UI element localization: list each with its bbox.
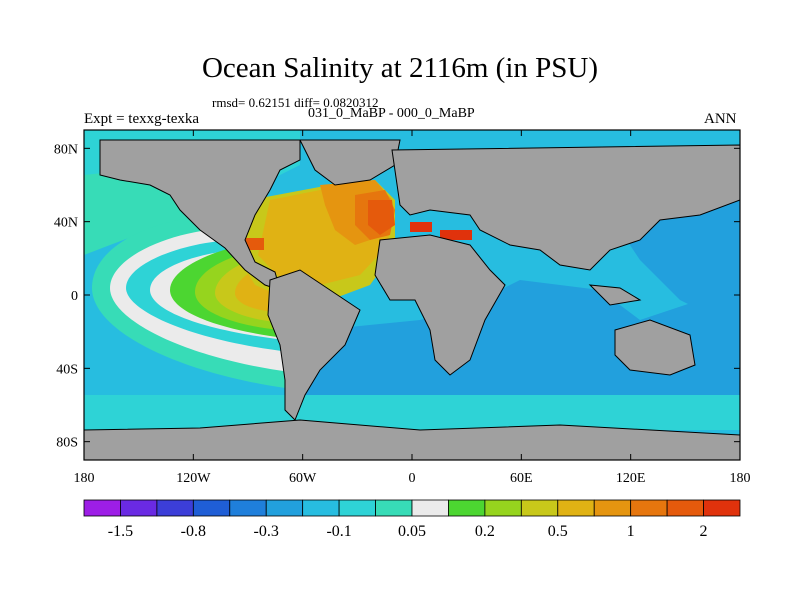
colorbar-label: -1.5 — [108, 523, 133, 540]
atlantic-red — [368, 200, 395, 235]
colorbar-label: 0.2 — [475, 523, 495, 540]
colorbar-swatch — [484, 499, 522, 517]
colorbar-swatch — [411, 499, 449, 517]
land-antarctica — [84, 419, 740, 460]
y-tick-label: 40N — [54, 216, 78, 231]
x-tick-label: 120W — [176, 471, 211, 486]
colorbar-swatch — [83, 499, 121, 517]
colorbar-swatch — [229, 499, 267, 517]
colorbar-swatch — [265, 499, 304, 517]
land-eurasia — [391, 144, 740, 271]
y-tick-label: 80S — [56, 436, 78, 451]
colorbar-swatch — [338, 499, 376, 517]
colorbar-swatch — [593, 499, 632, 517]
x-tick-label: 60W — [289, 471, 317, 486]
mediterranean-hotspot — [440, 230, 472, 240]
colorbar: -1.5 -0.8 -0.3 -0.1 0.05 0.2 0.5 1 2 — [83, 499, 741, 540]
colorbar-label: 2 — [700, 523, 708, 540]
colorbar-swatch — [630, 499, 668, 517]
land-australia — [614, 319, 696, 376]
colorbar-swatch — [520, 499, 559, 517]
colorbar-label: -0.8 — [181, 523, 206, 540]
colorbar-swatch — [192, 499, 231, 517]
colorbar-label: 0.05 — [398, 523, 426, 540]
colorbar-label: 0.5 — [548, 523, 568, 540]
map-plot-area — [84, 130, 740, 460]
experiment-label: Expt = texxg-texka — [84, 111, 200, 127]
land-africa — [374, 234, 506, 376]
land-greenland — [299, 139, 401, 186]
gulf-hotspot — [244, 238, 264, 250]
map-title: Ocean Salinity at 2116m (in PSU) — [201, 52, 599, 84]
axis-ticks: 80N 40N 0 40S 80S 180 120W 60W 0 60E 120E 180 — [54, 130, 751, 486]
colorbar-swatch — [448, 499, 486, 517]
land-south-america — [267, 269, 361, 421]
colorbar-label: -0.1 — [326, 523, 351, 540]
colorbar-swatch — [302, 499, 340, 517]
x-tick-label: 60E — [510, 471, 533, 486]
rmsd-diff-stats: rmsd= 0.62151 diff= 0.0820312 — [212, 95, 379, 110]
y-tick-label: 80N — [54, 142, 78, 157]
colorbar-label: 1 — [627, 523, 635, 540]
y-tick-label: 0 — [71, 289, 78, 304]
land-indonesia — [588, 284, 642, 306]
x-tick-label: 120E — [616, 471, 646, 486]
continents — [84, 139, 740, 460]
colorbar-label: -0.3 — [254, 523, 279, 540]
x-tick-label: 0 — [409, 471, 416, 486]
colorbar-swatch — [666, 499, 704, 517]
mediterranean-hotspot — [410, 222, 432, 232]
x-tick-label: 180 — [730, 471, 751, 486]
ocean-band-light-cyan-south — [84, 395, 740, 430]
colorbar-swatch — [703, 499, 741, 517]
colorbar-swatch — [375, 499, 413, 517]
experiment-subtitle: 031_0_MaBP - 000_0_MaBP — [308, 106, 475, 121]
y-tick-label: 40S — [56, 362, 78, 377]
season-label: ANN — [704, 111, 737, 127]
colorbar-swatch — [156, 499, 194, 517]
x-tick-label: 180 — [74, 471, 95, 486]
colorbar-swatch — [557, 499, 595, 517]
colorbar-swatch — [120, 499, 158, 517]
